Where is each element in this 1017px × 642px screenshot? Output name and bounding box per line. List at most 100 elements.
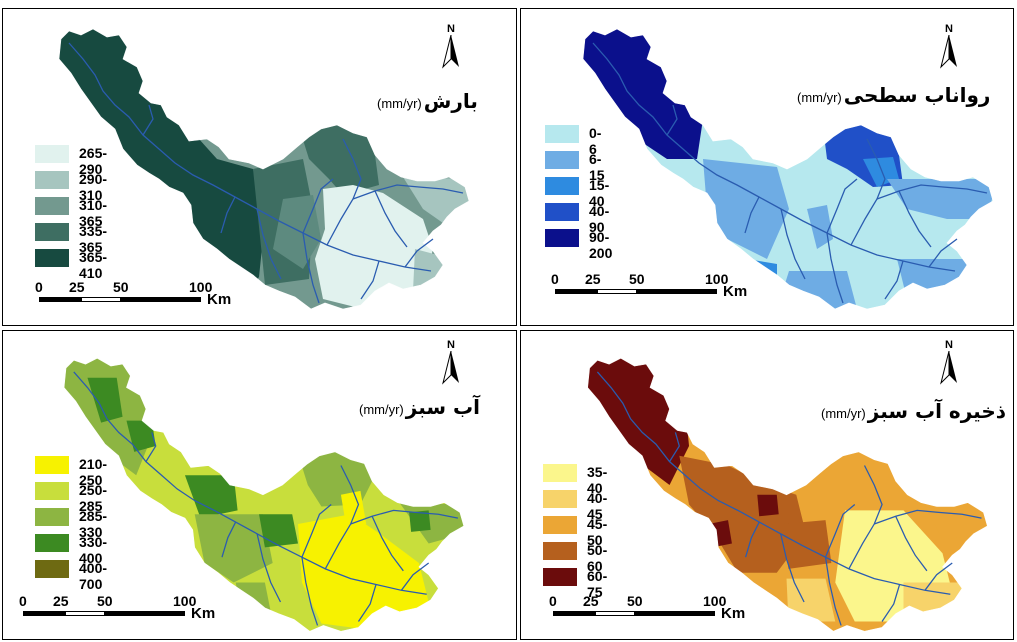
basin-map [58,28,470,310]
scale-unit: Km [207,291,232,308]
legend-swatch [35,482,69,500]
legend-label: 6-15 [589,151,605,183]
scale-tick: 25 [585,271,601,287]
map-unit: (mm/yr) [821,406,866,421]
scale-tick: 0 [549,593,557,609]
legend-swatch [545,125,579,143]
scale-tick: 0 [551,271,559,287]
map-panel-surface-runoff: (mm/yr) رواناب سطحی N 0-6 6-15 15-40 40-9… [520,8,1014,326]
legend-label: 290-310 [79,171,108,203]
scale-tick: 0 [35,279,43,295]
legend-swatch [545,229,579,247]
basin-map [587,357,988,632]
scale-segment [23,611,65,616]
scale-tick: 25 [53,593,69,609]
legend-label: 40-90 [589,203,610,235]
scale-tick: 25 [583,593,599,609]
scale-tick: 100 [173,593,197,609]
legend-swatch [35,249,69,267]
legend-swatch [543,542,577,560]
scale-segment [105,611,185,616]
legend-label: 15-40 [589,177,610,209]
legend-swatch [35,197,69,215]
legend-swatch [545,151,579,169]
scale-bar: 0 25 50 100 Km [35,279,235,319]
scale-segment [597,289,637,294]
legend-swatch [35,560,69,578]
map-title: (mm/yr) رواناب سطحی [797,83,990,107]
map-title-text: رواناب سطحی [843,83,991,107]
map-unit: (mm/yr) [359,402,404,417]
scale-tick: 50 [627,593,643,609]
scale-tick: 50 [97,593,113,609]
legend-label: 0-6 [589,125,602,157]
legend-label: 330-400 [79,534,108,566]
legend-label: 35-40 [587,464,608,496]
legend-swatch [545,203,579,221]
legend-swatch [35,223,69,241]
legend-label: 60-75 [587,568,608,600]
scale-tick: 50 [629,271,645,287]
legend-swatch [35,534,69,552]
north-arrow-icon: N [939,339,959,385]
map-unit: (mm/yr) [797,90,842,105]
legend-label: 250-285 [79,482,108,514]
legend-label: 400-700 [79,560,108,592]
map-title-text: آب سبز [405,395,480,419]
north-label: N [945,339,953,351]
scale-segment [595,611,635,616]
scale-unit: Km [723,283,748,300]
legend-swatch [35,456,69,474]
map-title: (mm/yr) آب سبز [359,395,480,419]
scale-segment [65,611,105,616]
north-label: N [447,339,455,351]
basin-map [582,28,994,310]
scale-bar: 0 25 50 100 Km [19,593,219,633]
legend-swatch [543,490,577,508]
north-arrow-icon: N [441,23,461,69]
map-panel-precipitation: (mm/yr) بارش N 265-290 290-310 310-365 33… [2,8,517,326]
legend-label: 285-330 [79,508,108,540]
scale-bar: 0 25 50 100 Km [549,593,749,633]
north-arrow-icon: N [939,23,959,69]
legend-label: 335-365 [79,223,108,255]
north-label: N [447,23,455,35]
map-unit: (mm/yr) [377,96,422,111]
basin-map [63,357,465,632]
legend-label: 310-365 [79,197,108,229]
scale-tick: 0 [19,593,27,609]
scale-tick: 100 [703,593,727,609]
scale-segment [121,297,201,302]
legend-swatch [545,177,579,195]
legend-swatch [35,508,69,526]
scale-tick: 25 [69,279,85,295]
scale-tick: 100 [189,279,213,295]
map-title: (mm/yr) ذخیره آب سبز [821,399,1006,423]
legend-swatch [35,171,69,189]
scale-segment [39,297,81,302]
scale-bar: 0 25 50 100 Km [551,271,751,311]
scale-segment [81,297,121,302]
map-panel-green-water-storage: (mm/yr) ذخیره آب سبز N 35-40 40-45 45-50 … [520,330,1014,640]
scale-segment [555,289,597,294]
scale-segment [635,611,715,616]
legend-swatch [35,145,69,163]
legend-label: 40-45 [587,490,608,522]
map-panel-green-water: (mm/yr) آب سبز N 210-250 250-285 285-330 … [2,330,517,640]
legend-swatch [543,464,577,482]
legend-swatch [543,516,577,534]
scale-segment [553,611,595,616]
legend-label: 210-250 [79,456,108,488]
scale-unit: Km [191,605,216,622]
scale-tick: 50 [113,279,129,295]
scale-unit: Km [721,605,746,622]
legend-label: 50-60 [587,542,608,574]
legend-swatch [543,568,577,586]
scale-segment [637,289,717,294]
map-title: (mm/yr) بارش [377,89,478,113]
legend-label: 45-50 [587,516,608,548]
legend-label: 365-410 [79,249,108,281]
map-title-text: ذخیره آب سبز [867,399,1007,423]
legend-label: 90-200 [589,229,613,261]
legend-label: 265-290 [79,145,108,177]
